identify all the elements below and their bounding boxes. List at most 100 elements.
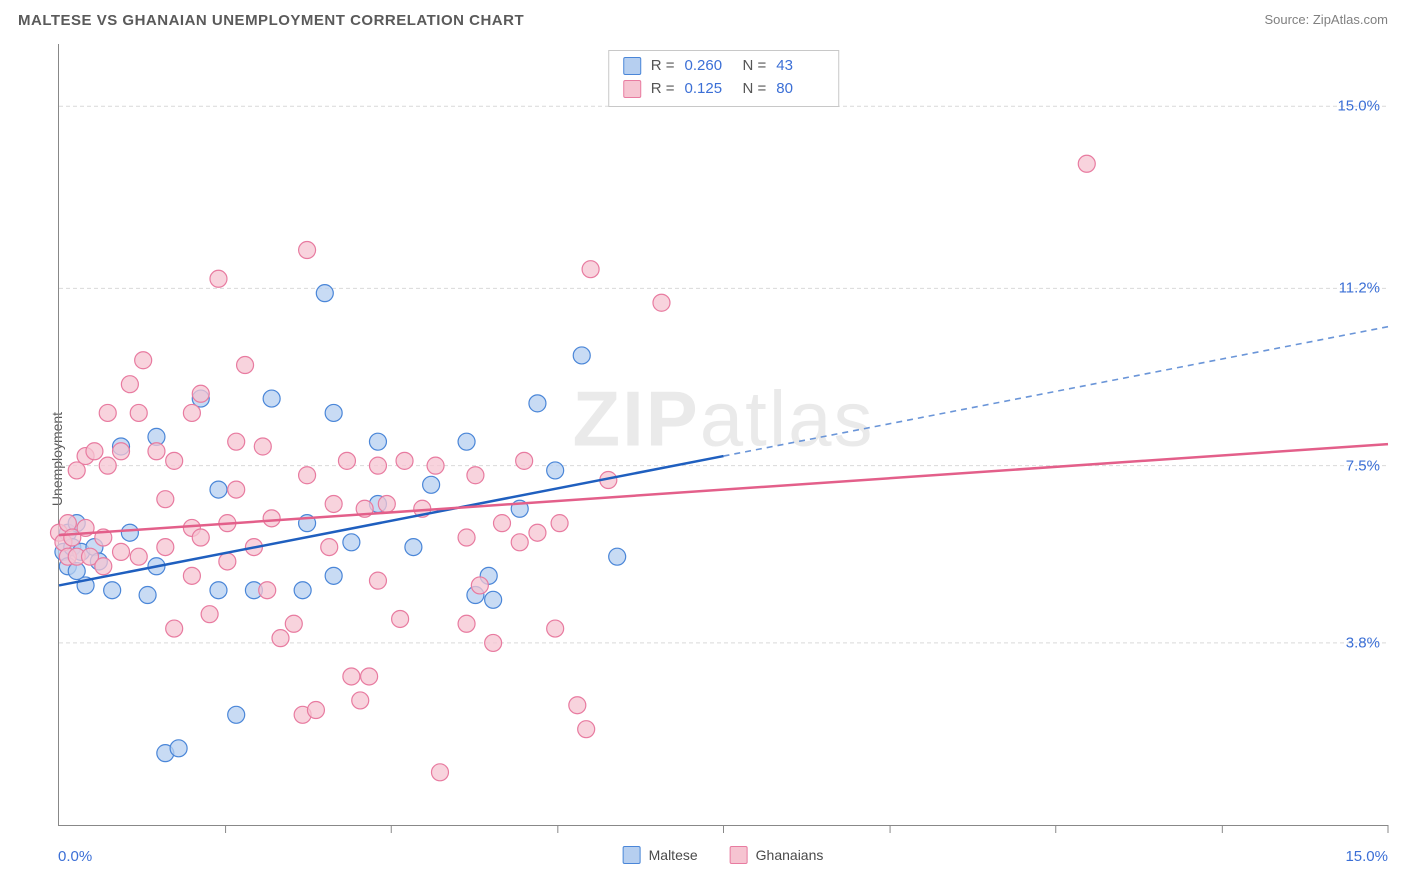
data-point [352,692,369,709]
data-point [485,591,502,608]
y-tick-label: 11.2% [1339,280,1380,297]
data-point [307,702,324,719]
legend-swatch [623,80,641,98]
data-point [99,457,116,474]
series-legend: Maltese Ghanaians [623,846,824,864]
data-point [192,385,209,402]
data-point [192,529,209,546]
data-point [157,539,174,556]
legend-swatch [623,846,641,864]
data-point [237,357,254,374]
data-point [378,495,395,512]
legend-item: Ghanaians [730,846,824,864]
data-point [166,452,183,469]
data-point [321,539,338,556]
data-point [511,534,528,551]
data-point [547,462,564,479]
data-point [458,433,475,450]
data-point [653,294,670,311]
data-point [569,697,586,714]
x-axis-min-label: 0.0% [58,848,92,865]
r-value: 0.125 [685,78,733,101]
data-point [272,630,289,647]
data-point [299,467,316,484]
stats-row: R = 0.125 N = 80 [623,78,825,101]
data-point [104,582,121,599]
data-point [396,452,413,469]
data-point [325,495,342,512]
y-tick-label: 3.8% [1346,634,1380,651]
legend-label: Maltese [649,847,698,863]
x-axis: 0.0% 15.0% Maltese Ghanaians [58,826,1388,874]
data-point [338,452,355,469]
x-axis-max-label: 15.0% [1345,848,1388,865]
data-point [458,529,475,546]
r-label: R = [651,78,675,101]
data-point [573,347,590,364]
n-value: 43 [776,55,824,78]
data-point [582,261,599,278]
data-point [551,515,568,532]
legend-swatch [730,846,748,864]
data-point [467,467,484,484]
data-point [343,534,360,551]
data-point [148,443,165,460]
data-point [529,395,546,412]
data-point [263,390,280,407]
data-point [423,476,440,493]
legend-swatch [623,57,641,75]
data-point [183,567,200,584]
data-point [578,721,595,738]
data-point [259,582,276,599]
data-point [316,285,333,302]
trend-line-extrapolated [724,327,1389,456]
data-point [121,524,138,541]
data-point [130,404,147,421]
data-point [121,376,138,393]
data-point [529,524,546,541]
trend-line [59,456,724,585]
data-point [325,567,342,584]
data-point [343,668,360,685]
data-point [210,481,227,498]
chart-container: Unemployment ZIPatlas R =0.260N =43R =0.… [18,44,1388,874]
data-point [458,615,475,632]
legend-item: Maltese [623,846,698,864]
stats-row: R =0.260N =43 [623,55,825,78]
data-point [285,615,302,632]
data-point [294,582,311,599]
data-point [113,443,130,460]
data-point [547,620,564,637]
data-point [609,548,626,565]
y-tick-label: 15.0% [1337,98,1380,115]
data-point [157,491,174,508]
data-point [99,404,116,421]
data-point [86,443,103,460]
r-label: R = [651,55,675,78]
data-point [325,404,342,421]
chart-title: MALTESE VS GHANAIAN UNEMPLOYMENT CORRELA… [18,12,524,29]
data-point [113,543,130,560]
data-point [427,457,444,474]
data-point [516,452,533,469]
data-point [201,606,218,623]
data-point [139,587,156,604]
data-point [228,433,245,450]
r-value: 0.260 [685,55,733,78]
data-point [263,510,280,527]
data-point [494,515,511,532]
n-value: 80 [776,78,824,101]
scatter-svg [59,44,1388,825]
n-label: N = [743,78,767,101]
data-point [210,270,227,287]
data-point [219,553,236,570]
data-point [210,582,227,599]
data-point [431,764,448,781]
data-point [369,457,386,474]
data-point [299,242,316,259]
source-citation: Source: ZipAtlas.com [1264,12,1388,27]
data-point [228,706,245,723]
data-point [471,577,488,594]
plot-area: ZIPatlas R =0.260N =43R =0.125N =80 3.8%… [58,44,1388,826]
data-point [130,548,147,565]
